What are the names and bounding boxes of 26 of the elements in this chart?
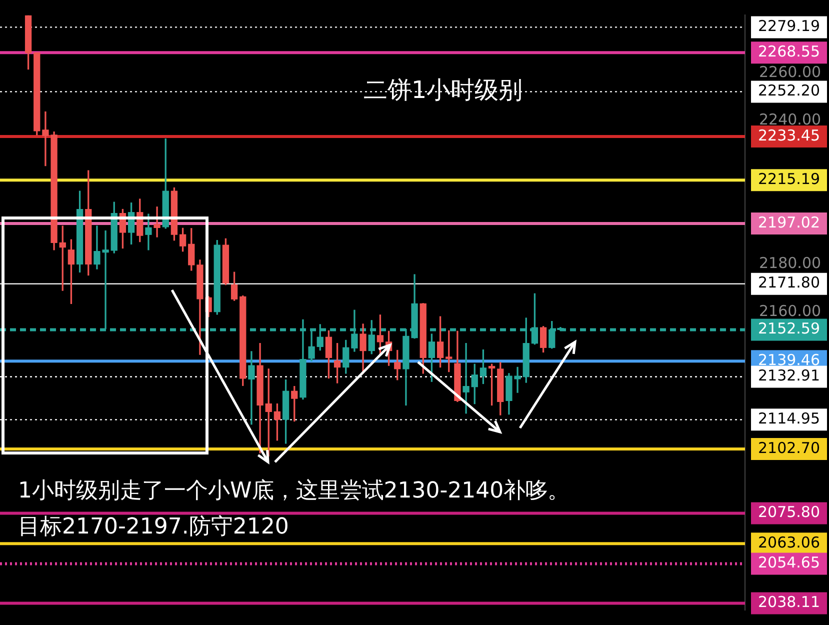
ref-line-label: 2279.19	[758, 17, 820, 36]
ref-line-label: 2233.45	[758, 126, 820, 144]
ref-line-label: 2268.55	[758, 42, 820, 61]
y-tick-label: 2160.00	[759, 302, 822, 320]
ref-line-label: 2152.59	[758, 320, 820, 338]
ref-line-label: 2063.06	[758, 534, 820, 552]
ref-line-label: 2215.19	[758, 170, 820, 188]
ref-line-label: 2132.91	[758, 366, 820, 385]
y-tick-label: 2260.00	[759, 62, 822, 81]
annotation: 目标2170-2197.防守2120	[18, 514, 289, 540]
ref-line-label: 2102.70	[758, 438, 820, 457]
ref-line-label: 2038.11	[758, 593, 820, 612]
y-tick-label: 2240.00	[759, 110, 822, 129]
ref-line-label: 2075.80	[758, 503, 820, 522]
ref-line-label: 2171.80	[758, 274, 820, 292]
ref-line-label: 2139.46	[758, 350, 820, 369]
ref-line-label: 2252.20	[758, 82, 820, 100]
ref-line-label: 2054.65	[758, 554, 820, 572]
text: 二饼1小时级别	[363, 76, 523, 104]
candlestick	[154, 206, 160, 238]
annotation: 1小时级别走了一个小W底，这里尝试2130-2140补哆。	[18, 478, 570, 504]
candlestick	[462, 342, 470, 414]
ref-line-label: 2197.02	[758, 213, 820, 232]
y-tick-label: 2180.00	[759, 254, 822, 272]
ref-line-label: 2114.95	[758, 410, 820, 428]
candlestick	[248, 351, 255, 425]
